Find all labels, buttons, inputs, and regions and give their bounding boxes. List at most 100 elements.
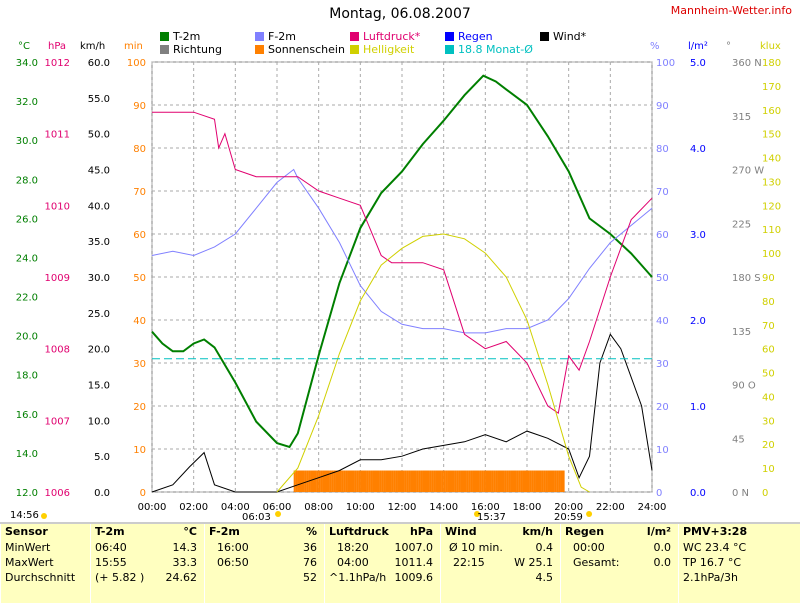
cell: 76 [303,556,317,569]
sunshine-bar [343,470,346,492]
sunshine-bar [399,470,403,492]
sunshine-bar [472,470,476,492]
legend-label: Wind* [553,30,587,43]
y-tick-label-min: 90 [133,101,146,112]
sunshine-bar [522,470,526,492]
x-tick-label: 14:00 [429,502,458,513]
sunshine-bar [504,470,507,492]
y-tick-label-min: 20 [133,402,146,413]
unit-label-kmh: km/h [80,41,106,52]
legend-swatch [255,32,264,41]
noon-label: 15:37 [477,512,506,523]
y-tick-label-klux: 90 [762,273,775,284]
legend-swatch [160,32,169,41]
y-tick-label-kmh: 20.0 [88,345,110,356]
sunshine-bar [452,470,455,492]
y-tick-label-temp: 28.0 [16,175,38,186]
sunshine-bar [295,470,298,492]
legend-item: Luftdruck* [350,30,420,43]
sunshine-bar [395,470,398,492]
col-header: T-2m [95,525,125,538]
legend-item: Wind* [540,30,586,43]
series-line-luftdruck- [152,111,653,415]
series-line-t-2m [151,74,653,449]
y-tick-label-deg: 360 N [732,58,762,69]
sunshine-bar [445,470,448,492]
x-tick-label: 22:00 [596,502,625,513]
sunshine-bar [462,470,465,492]
y-tick-label-min: 70 [133,187,146,198]
y-tick-label-kmh: 25.0 [88,309,110,320]
legend-swatch [445,45,454,54]
sunshine-bar [460,470,463,492]
sunshine-bar [372,470,376,492]
sunshine-bar [441,470,444,492]
sunshine-bar [449,470,453,492]
sunshine-bar [345,470,348,492]
legend-label: Luftdruck* [363,30,421,43]
y-tick-label-hpa: 1010 [45,201,70,212]
sunshine-bar [402,470,405,492]
stats-col-pmv: PMV+3:28 WC 23.4 °C TP 16.7 °C 2.1hPa/3h [678,524,800,603]
stats-col-temp: T-2m °C 06:40 14.3 15:55 33.3 (+ 5.82 ) 24.6… [90,524,203,603]
sunshine-bar [381,470,384,492]
y-tick-label-pct: 60 [656,230,669,241]
site-brand[interactable]: Mannheim-Wetter.info [670,4,792,17]
x-tick-label: 04:00 [221,502,250,513]
legend-swatch [255,45,264,54]
cell: 24.62 [165,571,198,584]
y-tick-label-rain: 4.0 [690,144,706,155]
row-label: Durchschnitt [5,571,76,584]
y-tick-label-temp: 12.0 [16,488,38,499]
sunshine-bar [377,470,380,492]
x-tick-label: 12:00 [388,502,417,513]
y-tick-label-hpa: 1009 [45,273,70,284]
sunshine-bar [485,470,488,492]
y-tick-label-rain: 2.0 [690,316,706,327]
sunshine-bar [516,470,519,492]
sunshine-bar [318,470,321,492]
x-tick-label: 08:00 [304,502,333,513]
sunshine-bar [529,470,532,492]
sunshine-bar [443,470,446,492]
y-tick-label-hpa: 1011 [45,130,70,141]
cell: 0.0 [653,541,672,554]
cell: 14.3 [172,541,198,554]
y-tick-label-hpa: 1006 [45,488,70,499]
sunshine-bar [410,470,413,492]
x-tick-label: 02:00 [179,502,208,513]
sunshine-bar [483,470,486,492]
y-tick-label-klux: 40 [762,392,775,403]
sunshine-bar [547,470,551,492]
legend-label: Helligkeit [363,43,415,56]
y-tick-label-kmh: 55.0 [88,94,110,105]
cell: 00:00 [573,541,605,554]
y-tick-label-kmh: 10.0 [88,416,110,427]
y-tick-label-temp: 14.0 [16,449,38,460]
y-tick-label-klux: 180 [762,58,781,69]
unit-label-hpa: hPa [48,41,67,52]
cell: Gesamt: [573,556,620,569]
stats-col-sensor: Sensor MinWert MaxWert Durchschnitt [0,524,89,603]
sunshine-bar [364,470,367,492]
y-tick-label-pct: 50 [656,273,669,284]
time-marker [41,513,47,519]
legend-label: 18.8 Monat-Ø [458,43,533,56]
legend-swatch [445,32,454,41]
sunshine-bar [383,470,386,492]
sunshine-bar [560,470,563,492]
sunshine-bar [324,470,328,492]
sunshine-bar [531,470,534,492]
cell: 0.0 [653,556,672,569]
sunshine-bar [468,470,471,492]
sunshine-bar [510,470,513,492]
y-tick-label-klux: 170 [762,82,781,93]
col-unit: % [305,525,317,538]
cell: 36 [303,541,317,554]
y-tick-label-kmh: 40.0 [88,201,110,212]
sunshine-bar [427,470,430,492]
legend-label: T-2m [173,30,201,43]
legend-item: Richtung [160,43,222,56]
sunshine-bar [533,470,536,492]
sunshine-bar [497,470,501,492]
